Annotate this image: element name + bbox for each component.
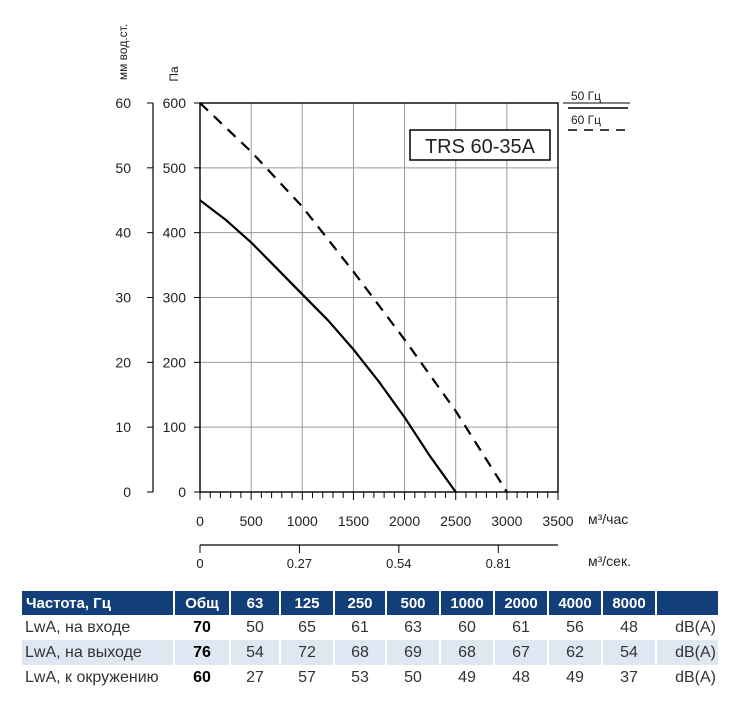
row-total: 60 — [174, 665, 231, 690]
x-tick-label-m3s: 0.81 — [486, 556, 511, 571]
x-tick-label-m3h: 1000 — [287, 513, 318, 529]
header-8000: 8000 — [602, 591, 657, 615]
cell: 68 — [334, 640, 387, 665]
cell: 48 — [494, 665, 549, 690]
x-tick-label-m3s: 0.27 — [287, 556, 312, 571]
header-4000: 4000 — [548, 591, 603, 615]
y-tick-label-mm: 60 — [115, 95, 131, 111]
row-label: LwA, на входе — [22, 615, 175, 640]
row-total: 76 — [174, 640, 231, 665]
cell: 61 — [334, 615, 387, 640]
x-axis-label-m3h: м³/час — [588, 511, 628, 527]
header-1000: 1000 — [440, 591, 495, 615]
cell: 53 — [334, 665, 387, 690]
y-tick-label-mm: 50 — [115, 160, 131, 176]
y-tick-label-pa: 300 — [163, 290, 187, 306]
y-tick-label-pa: 200 — [163, 354, 187, 370]
cell: 72 — [280, 640, 335, 665]
cell: 57 — [280, 665, 335, 690]
y-axis-label-mm: мм вод.ст. — [116, 24, 130, 80]
y-tick-label-pa: 0 — [178, 484, 186, 500]
cell: 50 — [230, 615, 281, 640]
cell: 61 — [494, 615, 549, 640]
header-500: 500 — [386, 591, 441, 615]
row-unit: dB(A) — [656, 640, 720, 665]
title-box — [409, 129, 551, 161]
header-63: 63 — [230, 591, 281, 615]
x-tick-label-m3h: 2500 — [440, 513, 471, 529]
x-tick-label-m3h: 500 — [239, 513, 263, 529]
row-total: 70 — [174, 615, 231, 640]
cell: 50 — [386, 665, 441, 690]
x-tick-label-m3s: 0 — [196, 556, 203, 571]
table-row: LwA, к окружению 60 27 57 53 50 49 48 49… — [22, 665, 720, 690]
x-tick-label-m3h: 0 — [196, 513, 204, 529]
legend-label-60hz: 60 Гц — [571, 113, 601, 127]
header-total: Общ — [174, 591, 231, 615]
y-tick-label-mm: 0 — [123, 484, 131, 500]
cell: 68 — [440, 640, 495, 665]
x-axis-label-m3s: м³/сек. — [588, 553, 631, 569]
x-tick-label-m3h: 1500 — [338, 513, 369, 529]
cell: 69 — [386, 640, 441, 665]
row-unit: dB(A) — [656, 615, 720, 640]
curves — [199, 102, 508, 493]
y-tick-label-mm: 40 — [115, 225, 131, 241]
table-row: LwA, на выходе 76 54 72 68 69 68 67 62 5… — [22, 640, 720, 665]
header-2000: 2000 — [494, 591, 549, 615]
x-tick-label-m3h: 3000 — [491, 513, 522, 529]
table-header-row: Частота, Гц Общ 63 125 250 500 1000 2000… — [22, 591, 720, 615]
header-unit — [656, 591, 720, 615]
x-tick-label-m3s: 0.54 — [386, 556, 411, 571]
x-tick-label-m3h: 2000 — [389, 513, 420, 529]
x-tick-label-m3h: 3500 — [542, 513, 573, 529]
legend-label-50hz: 50 Гц — [571, 89, 601, 103]
y-tick-label-mm: 30 — [115, 290, 131, 306]
cell: 67 — [494, 640, 549, 665]
sound-power-table: Частота, Гц Общ 63 125 250 500 1000 2000… — [22, 591, 720, 690]
cell: 27 — [230, 665, 281, 690]
grid — [200, 102, 559, 492]
y-tick-label-pa: 400 — [163, 225, 187, 241]
y-tick-label-pa: 100 — [163, 419, 187, 435]
y-tick-label-pa: 500 — [163, 160, 187, 176]
table-row: LwA, на входе 70 50 65 61 63 60 61 56 48… — [22, 615, 720, 640]
header-125: 125 — [280, 591, 335, 615]
curve-60hz — [199, 102, 508, 493]
y-tick-label-mm: 20 — [115, 354, 131, 370]
cell: 54 — [230, 640, 281, 665]
cell: 49 — [548, 665, 603, 690]
header-frequency: Частота, Гц — [22, 591, 175, 615]
cell: 63 — [386, 615, 441, 640]
row-label: LwA, к окружению — [22, 665, 175, 690]
curve-50hz — [199, 199, 457, 493]
cell: 56 — [548, 615, 603, 640]
cell: 62 — [548, 640, 603, 665]
cell: 54 — [602, 640, 657, 665]
legend: 50 Гц 60 Гц — [563, 89, 630, 131]
cell: 49 — [440, 665, 495, 690]
chart-title: TRS 60-35A — [425, 136, 536, 158]
cell: 65 — [280, 615, 335, 640]
y-axis-label-pa: Па — [167, 66, 181, 82]
y-tick-label-pa: 600 — [163, 95, 187, 111]
row-unit: dB(A) — [656, 665, 720, 690]
cell: 60 — [440, 615, 495, 640]
header-250: 250 — [334, 591, 387, 615]
y-tick-label-mm: 10 — [115, 419, 131, 435]
row-label: LwA, на выходе — [22, 640, 175, 665]
axes — [147, 102, 559, 553]
fan-performance-chart: 0 100 200 300 400 500 600 0 10 20 30 40 50 60 0 500 1000… — [115, 24, 631, 571]
cell: 48 — [602, 615, 657, 640]
cell: 37 — [602, 665, 657, 690]
